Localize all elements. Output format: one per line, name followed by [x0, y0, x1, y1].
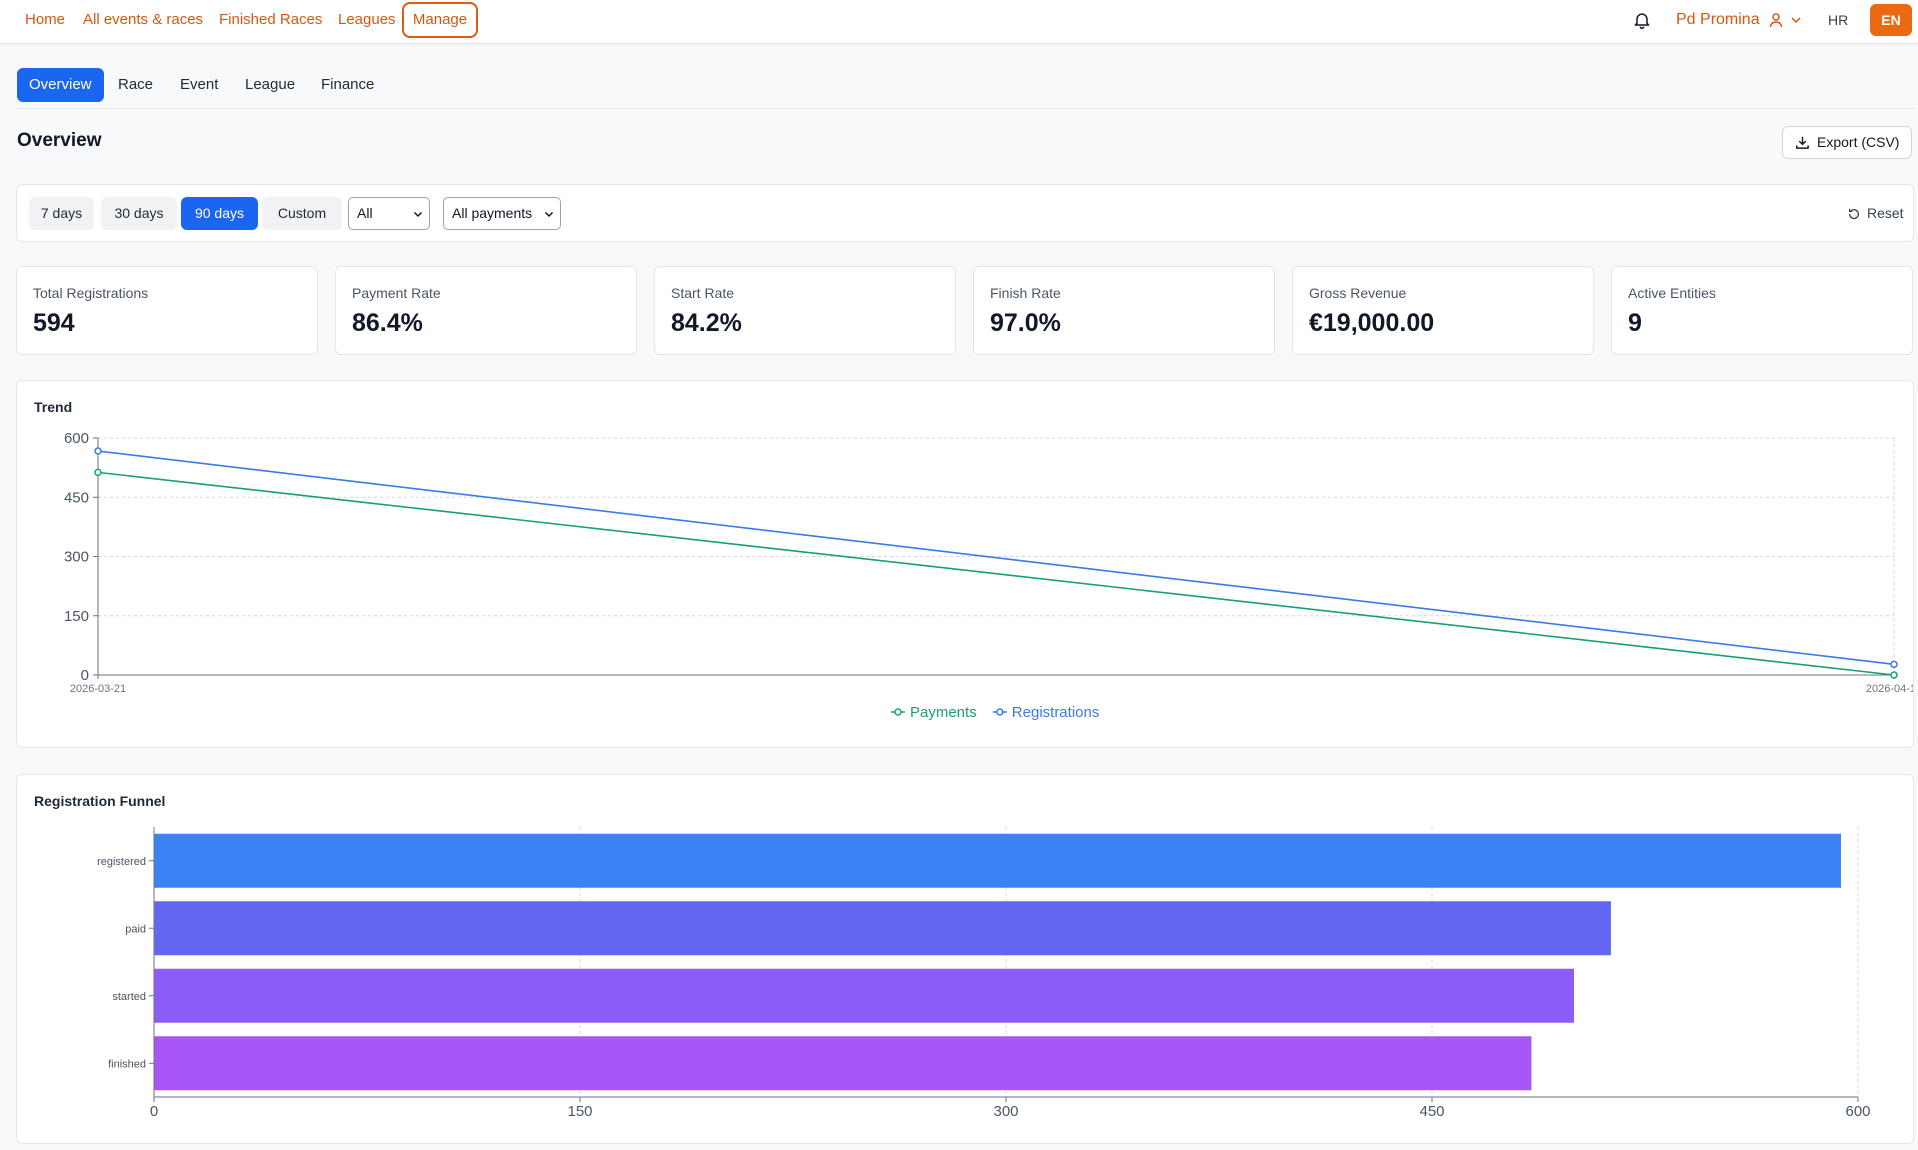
page-title: Overview	[17, 130, 102, 151]
y-tick-label: 0	[81, 667, 89, 684]
trend-card: Trend 0 150 300 450 600 2026-03-21 2026-04-17 P…	[16, 380, 1914, 748]
data-point	[1890, 671, 1898, 679]
payment-select-value: All payments	[452, 205, 533, 221]
entity-select-value: All	[357, 205, 373, 221]
range-90-days-button[interactable]: 90 days	[181, 197, 258, 230]
tab-overview[interactable]: Overview	[17, 68, 104, 102]
reset-button[interactable]: Reset	[1847, 197, 1904, 230]
kpi-value: 9	[1628, 309, 1642, 337]
range-custom-button[interactable]: Custom	[262, 197, 342, 230]
kpi-finish-rate: Finish Rate 97.0%	[973, 266, 1275, 355]
legend-label: Registrations	[1012, 704, 1100, 721]
x-tick-label: 0	[150, 1103, 158, 1120]
trend-chart: 0 150 300 450 600 2026-03-21 2026-04-17 Payment…	[64, 430, 1913, 721]
kpi-total-registrations: Total Registrations 594	[16, 266, 318, 355]
funnel-bar-registered	[154, 833, 1841, 888]
payment-select[interactable]: All payments	[443, 197, 561, 230]
y-tick-label: 150	[64, 608, 89, 625]
reset-label: Reset	[1867, 205, 1904, 221]
funnel-bar-paid	[154, 901, 1611, 956]
kpi-value: 97.0%	[990, 309, 1061, 337]
kpi-value: €19,000.00	[1309, 309, 1435, 337]
series-line-payments	[97, 471, 1895, 676]
entity-select[interactable]: All	[348, 197, 430, 230]
chevron-down-icon	[413, 211, 423, 218]
funnel-chart: registered paid started finished 0 150 300 450 6…	[97, 827, 1871, 1120]
legend-label: Payments	[910, 704, 977, 721]
kpi-value: 594	[33, 309, 75, 337]
legend-swatch-marker	[894, 708, 902, 716]
x-tick-label: 2026-04-17	[1866, 683, 1913, 695]
language-hr-button[interactable]: HR	[1828, 12, 1849, 28]
nav-manage-link[interactable]: Manage	[402, 2, 478, 38]
chevron-down-icon	[544, 211, 554, 218]
nav-finished-races-link[interactable]: Finished Races	[219, 11, 323, 28]
data-point	[1890, 660, 1898, 669]
bell-icon[interactable]	[1632, 10, 1652, 30]
chevron-down-icon[interactable]	[1790, 14, 1802, 26]
y-tick-label: 600	[64, 430, 89, 447]
tabs-divider	[16, 108, 1914, 109]
nav-all-events-link[interactable]: All events & races	[83, 11, 204, 28]
y-tick-label: registered	[97, 856, 146, 868]
export-csv-label: Export (CSV)	[1817, 134, 1900, 150]
filter-bar: 7 days 30 days 90 days Custom All All pa…	[16, 184, 1914, 242]
y-tick-label: 450	[64, 489, 89, 506]
export-csv-button[interactable]: Export (CSV)	[1782, 126, 1912, 159]
series-line-registrations	[97, 450, 1895, 666]
top-navbar: Home All events & races Finished Races L…	[0, 0, 1918, 44]
data-point	[94, 447, 102, 455]
funnel-bar-finished	[154, 1036, 1532, 1091]
kpi-value: 86.4%	[352, 309, 423, 337]
x-tick-label: 150	[567, 1103, 592, 1120]
y-tick-label: started	[112, 991, 146, 1003]
trend-title: Trend	[34, 399, 73, 415]
data-point	[94, 468, 102, 477]
nav-home-link[interactable]: Home	[25, 11, 66, 28]
y-tick-label: finished	[108, 1058, 146, 1070]
user-icon[interactable]	[1768, 12, 1784, 28]
x-tick-label: 300	[993, 1103, 1018, 1120]
range-7-days-button[interactable]: 7 days	[29, 197, 94, 230]
kpi-label: Start Rate	[671, 285, 735, 301]
kpi-label: Gross Revenue	[1309, 285, 1407, 301]
tab-event[interactable]: Event	[180, 76, 219, 93]
language-en-button[interactable]: EN	[1870, 4, 1912, 36]
kpi-gross-revenue: Gross Revenue €19,000.00	[1292, 266, 1594, 355]
y-tick-label: paid	[125, 923, 146, 935]
nav-leagues-link[interactable]: Leagues	[338, 11, 396, 28]
tab-league[interactable]: League	[245, 76, 296, 93]
kpi-label: Total Registrations	[33, 285, 149, 301]
y-tick-label: 300	[64, 549, 89, 566]
range-30-days-button[interactable]: 30 days	[101, 197, 177, 230]
tab-finance[interactable]: Finance	[321, 76, 375, 93]
download-icon	[1796, 136, 1809, 149]
x-tick-label: 600	[1845, 1103, 1870, 1120]
kpi-payment-rate: Payment Rate 86.4%	[335, 266, 637, 355]
user-menu-name[interactable]: Pd Promina	[1676, 11, 1760, 28]
tab-race[interactable]: Race	[118, 76, 154, 93]
reset-icon	[1848, 208, 1860, 220]
kpi-label: Active Entities	[1628, 285, 1716, 301]
kpi-label: Payment Rate	[352, 285, 441, 301]
x-tick-label: 2026-03-21	[70, 683, 126, 695]
kpi-label: Finish Rate	[990, 285, 1061, 301]
funnel-title: Registration Funnel	[34, 793, 166, 809]
kpi-start-rate: Start Rate 84.2%	[654, 266, 956, 355]
kpi-value: 84.2%	[671, 309, 742, 337]
x-tick-label: 450	[1419, 1103, 1444, 1120]
legend-swatch-marker	[996, 708, 1004, 716]
funnel-card: Registration Funnel registered paid starte…	[16, 774, 1914, 1144]
funnel-bar-started	[154, 968, 1574, 1023]
kpi-active-entities: Active Entities 9	[1611, 266, 1913, 355]
